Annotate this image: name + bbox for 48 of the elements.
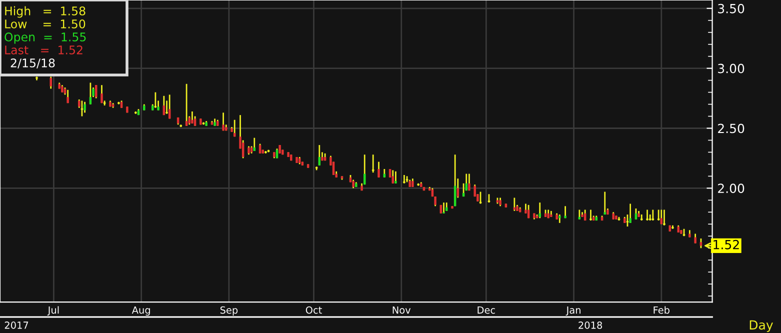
x-tick-label: Jan [566, 306, 580, 316]
candlestick [394, 170, 397, 184]
annotation: Low = 1.50 [5, 19, 86, 28]
y-tick-label: 2.50 [718, 124, 744, 134]
text: 2018 [578, 322, 602, 329]
y-tick-label: 2.00 [718, 184, 744, 194]
candlestick [442, 202, 445, 214]
candlestick [468, 173, 470, 192]
candlestick [185, 83, 188, 127]
candlestick [434, 196, 436, 207]
candlestick [66, 89, 69, 104]
candlestick [465, 173, 468, 192]
x-tick-label: Feb [654, 306, 670, 314]
candlestick [191, 110, 194, 124]
candlestick [50, 76, 52, 90]
candlestick [194, 116, 196, 127]
x-tick-label: Aug [132, 306, 150, 316]
candlestick [80, 100, 84, 117]
candlestick [222, 112, 224, 132]
candlestick [100, 84, 103, 104]
candlestick [154, 92, 158, 109]
candlestick [92, 86, 94, 98]
candlestick [538, 202, 541, 219]
y-tick-label: 3.00 [718, 64, 744, 74]
candlestick [332, 161, 335, 176]
candlestick [89, 82, 92, 105]
annotation: Open = 1.55 [4, 32, 86, 44]
candlestick [392, 169, 394, 184]
candlestick [578, 209, 581, 220]
annotation: High = 1.58 [5, 6, 86, 18]
candlestick [694, 233, 696, 244]
candlestick [604, 191, 606, 216]
x-tick-label: Jul [47, 306, 59, 316]
annotation: 2/15/18 [10, 58, 55, 68]
x-tick-label: Sep [220, 306, 238, 316]
x-tick-label: Dec [478, 306, 495, 314]
candlestick [656, 209, 660, 222]
annotation: Last = 1.52 [5, 45, 82, 54]
candlestick [524, 203, 527, 214]
candlestick [84, 101, 86, 114]
text: Day [750, 320, 773, 332]
x-tick-label: Nov [392, 306, 411, 314]
x-tick-label: Oct [306, 306, 322, 314]
candlestick [629, 203, 632, 224]
candlestick [378, 161, 380, 178]
text: 2017 [4, 322, 28, 329]
y-tick-label: 3.50 [718, 4, 744, 14]
annotation: 1.52 [714, 240, 739, 250]
